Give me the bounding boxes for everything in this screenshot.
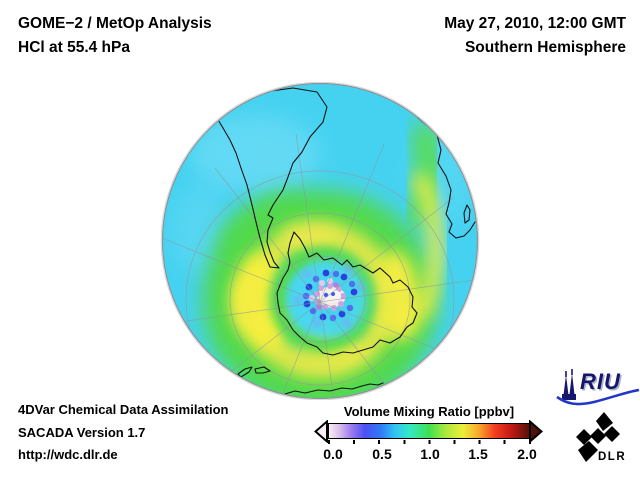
colorbar-tick-1.5: 1.5: [468, 446, 488, 462]
graticule: [162, 133, 478, 399]
datetime-label: May 27, 2010, 12:00 GMT: [444, 15, 626, 32]
colorbar-tick-0.5: 0.5: [372, 446, 392, 462]
mixing-ratio-field: [162, 83, 478, 399]
dlr-logo-label: DLR: [598, 451, 627, 463]
header-right: May 27, 2010, 12:00 GMT Southern Hemisph…: [444, 12, 626, 60]
colorbar-arrow-right-shape: [529, 420, 543, 443]
colorbar-arrow-left-shape: [314, 420, 328, 443]
riu-logo: RIU: [556, 369, 640, 407]
product-title: GOME−2 / MetOp Analysis: [18, 15, 212, 32]
riu-swoosh-icon: [556, 388, 640, 406]
dlr-logo: DLR: [566, 410, 634, 470]
credit-line-1: 4DVar Chemical Data Assimilation: [18, 402, 229, 417]
riu-cathedral-icon: [562, 369, 576, 400]
colorbar-arrow-left: [314, 420, 328, 443]
colorbar-tick-2.0: 2.0: [517, 446, 537, 462]
colorbar-title: Volume Mixing Ratio [ppbv]: [343, 404, 515, 419]
coast-antarctica: [276, 231, 418, 356]
coast-madagascar: [463, 204, 471, 224]
header-left: GOME−2 / MetOp Analysis HCl at 55.4 hPa: [18, 12, 212, 60]
colorbar-labels: 0.0 0.5 1.0 1.5 2.0: [0, 446, 640, 464]
globe-limb: [161, 82, 479, 400]
hemisphere-label: Southern Hemisphere: [464, 39, 626, 56]
credit-line-2: SACADA Version 1.7: [18, 424, 146, 440]
polar-low-cluster: [294, 266, 364, 327]
globe-svg: [160, 81, 480, 401]
dlr-emblem-icon: [576, 412, 620, 462]
colorbar-arrow-right: [529, 420, 543, 443]
globe-map: [160, 80, 480, 401]
colorbar-gradient: [328, 423, 530, 439]
colorbar-ticks: [328, 440, 531, 444]
species-level: HCl at 55.4 hPa: [18, 39, 130, 56]
credits-block: 4DVar Chemical Data Assimilation SACADA …: [18, 399, 229, 467]
coast-australia: [284, 382, 384, 395]
colorbar-tick-1.0: 1.0: [420, 446, 440, 462]
riu-logo-label: RIU: [580, 369, 621, 394]
credit-line-3: http://wdc.dlr.de: [18, 447, 118, 462]
coast-south-america: [211, 87, 328, 269]
colorbar-tick-0.0: 0.0: [323, 446, 343, 462]
